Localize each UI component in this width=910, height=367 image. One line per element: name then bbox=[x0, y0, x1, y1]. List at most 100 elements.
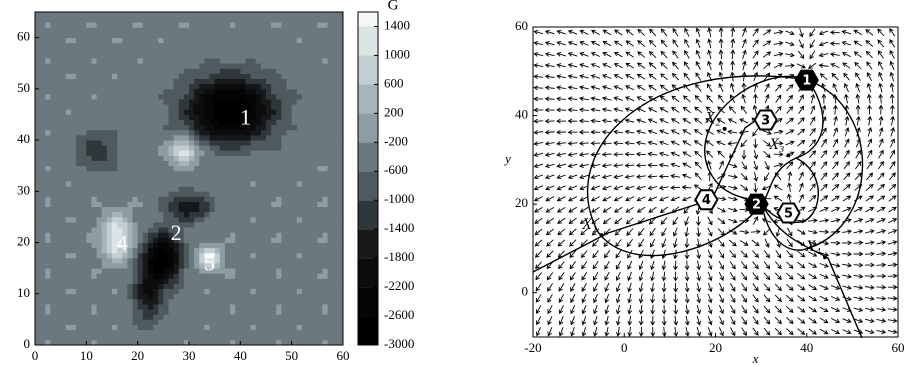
heat-cell bbox=[302, 258, 308, 264]
heat-cell bbox=[117, 289, 123, 295]
heat-cell bbox=[50, 114, 56, 120]
heat-cell bbox=[102, 99, 108, 105]
heat-cell bbox=[91, 17, 97, 23]
heat-cell bbox=[317, 207, 323, 213]
heat-cell bbox=[102, 89, 108, 95]
heat-cell bbox=[61, 222, 67, 228]
heat-cell bbox=[50, 196, 56, 202]
heat-cell bbox=[333, 58, 339, 64]
heat-cell bbox=[276, 84, 282, 90]
heat-cell bbox=[81, 273, 87, 279]
heat-cell bbox=[276, 263, 282, 269]
heat-cell bbox=[148, 109, 154, 115]
heat-cell bbox=[199, 135, 205, 141]
heat-cell bbox=[174, 207, 180, 213]
heat-cell bbox=[56, 43, 62, 49]
heat-cell bbox=[179, 176, 185, 182]
field-arrow bbox=[535, 218, 542, 223]
heat-cell bbox=[40, 325, 46, 331]
heat-cell bbox=[297, 140, 303, 146]
heat-cell bbox=[199, 202, 205, 208]
heat-cell bbox=[61, 94, 67, 100]
heat-cell bbox=[312, 294, 318, 300]
field-arrow bbox=[753, 51, 758, 58]
heat-cell bbox=[133, 68, 139, 74]
heat-cell bbox=[251, 73, 257, 79]
heat-cell bbox=[333, 176, 339, 182]
field-arrow bbox=[674, 261, 678, 270]
heat-cell bbox=[322, 27, 328, 33]
field-arrow bbox=[845, 139, 849, 147]
field-arrow bbox=[811, 106, 815, 114]
heat-cell bbox=[107, 109, 113, 115]
field-arrow bbox=[831, 207, 839, 211]
heat-cell bbox=[189, 79, 195, 85]
heat-cell bbox=[86, 273, 92, 279]
heat-cell bbox=[127, 176, 133, 182]
heat-cell bbox=[256, 145, 262, 151]
heat-cell bbox=[204, 330, 210, 336]
heat-cell bbox=[261, 207, 267, 213]
heat-cell bbox=[61, 263, 67, 269]
field-arrow bbox=[845, 117, 849, 126]
heat-cell bbox=[292, 309, 298, 315]
heat-cell bbox=[210, 17, 216, 23]
field-arrow bbox=[581, 250, 587, 257]
heat-cell bbox=[210, 140, 216, 146]
heat-cell bbox=[143, 73, 149, 79]
heat-cell bbox=[189, 299, 195, 305]
heat-cell bbox=[271, 186, 277, 192]
heat-cell bbox=[61, 89, 67, 95]
heat-cell bbox=[86, 104, 92, 110]
field-arrow bbox=[534, 41, 543, 45]
heat-cell bbox=[81, 227, 87, 233]
field-arrow bbox=[889, 173, 895, 180]
heat-cell bbox=[122, 186, 128, 192]
heat-cell bbox=[102, 166, 108, 172]
heat-cell bbox=[179, 186, 185, 192]
heat-cell bbox=[50, 12, 56, 18]
heat-cell bbox=[102, 161, 108, 167]
heatmap bbox=[35, 12, 343, 345]
field-arrow bbox=[798, 318, 805, 324]
heat-cell bbox=[122, 309, 128, 315]
heat-cell bbox=[194, 27, 200, 33]
heat-cell bbox=[261, 130, 267, 136]
heat-cell bbox=[256, 176, 262, 182]
heat-cell bbox=[322, 48, 328, 54]
heat-cell bbox=[245, 171, 251, 177]
heat-cell bbox=[174, 140, 180, 146]
heat-cell bbox=[322, 325, 328, 331]
heat-cell bbox=[66, 330, 72, 336]
heat-cell bbox=[271, 299, 277, 305]
field-arrow bbox=[751, 230, 760, 234]
heat-cell bbox=[163, 58, 169, 64]
heat-cell bbox=[174, 135, 180, 141]
heat-cell bbox=[35, 243, 41, 249]
heat-cell bbox=[220, 94, 226, 100]
heat-cell bbox=[122, 120, 128, 126]
heat-cell bbox=[302, 237, 308, 243]
fixed-point-label: 4 bbox=[702, 193, 711, 208]
heat-cell bbox=[266, 130, 272, 136]
field-arrow bbox=[591, 175, 600, 179]
heat-cell bbox=[266, 140, 272, 146]
heat-cell bbox=[112, 325, 118, 331]
heat-cell bbox=[210, 191, 216, 197]
heat-cell bbox=[220, 150, 226, 156]
heat-cell bbox=[333, 304, 339, 310]
heat-cell bbox=[235, 186, 241, 192]
heat-cell bbox=[97, 325, 103, 331]
heat-cell bbox=[230, 161, 236, 167]
heat-cell bbox=[251, 289, 257, 295]
heat-cell bbox=[287, 186, 293, 192]
heat-cell bbox=[81, 145, 87, 151]
heat-cell bbox=[174, 73, 180, 79]
heat-cell bbox=[235, 48, 241, 54]
colorbar-swatch bbox=[358, 200, 378, 229]
heat-cell bbox=[245, 191, 251, 197]
heat-cell bbox=[251, 186, 257, 192]
heat-cell bbox=[107, 17, 113, 23]
heat-cell bbox=[240, 237, 246, 243]
heat-cell bbox=[71, 237, 77, 243]
